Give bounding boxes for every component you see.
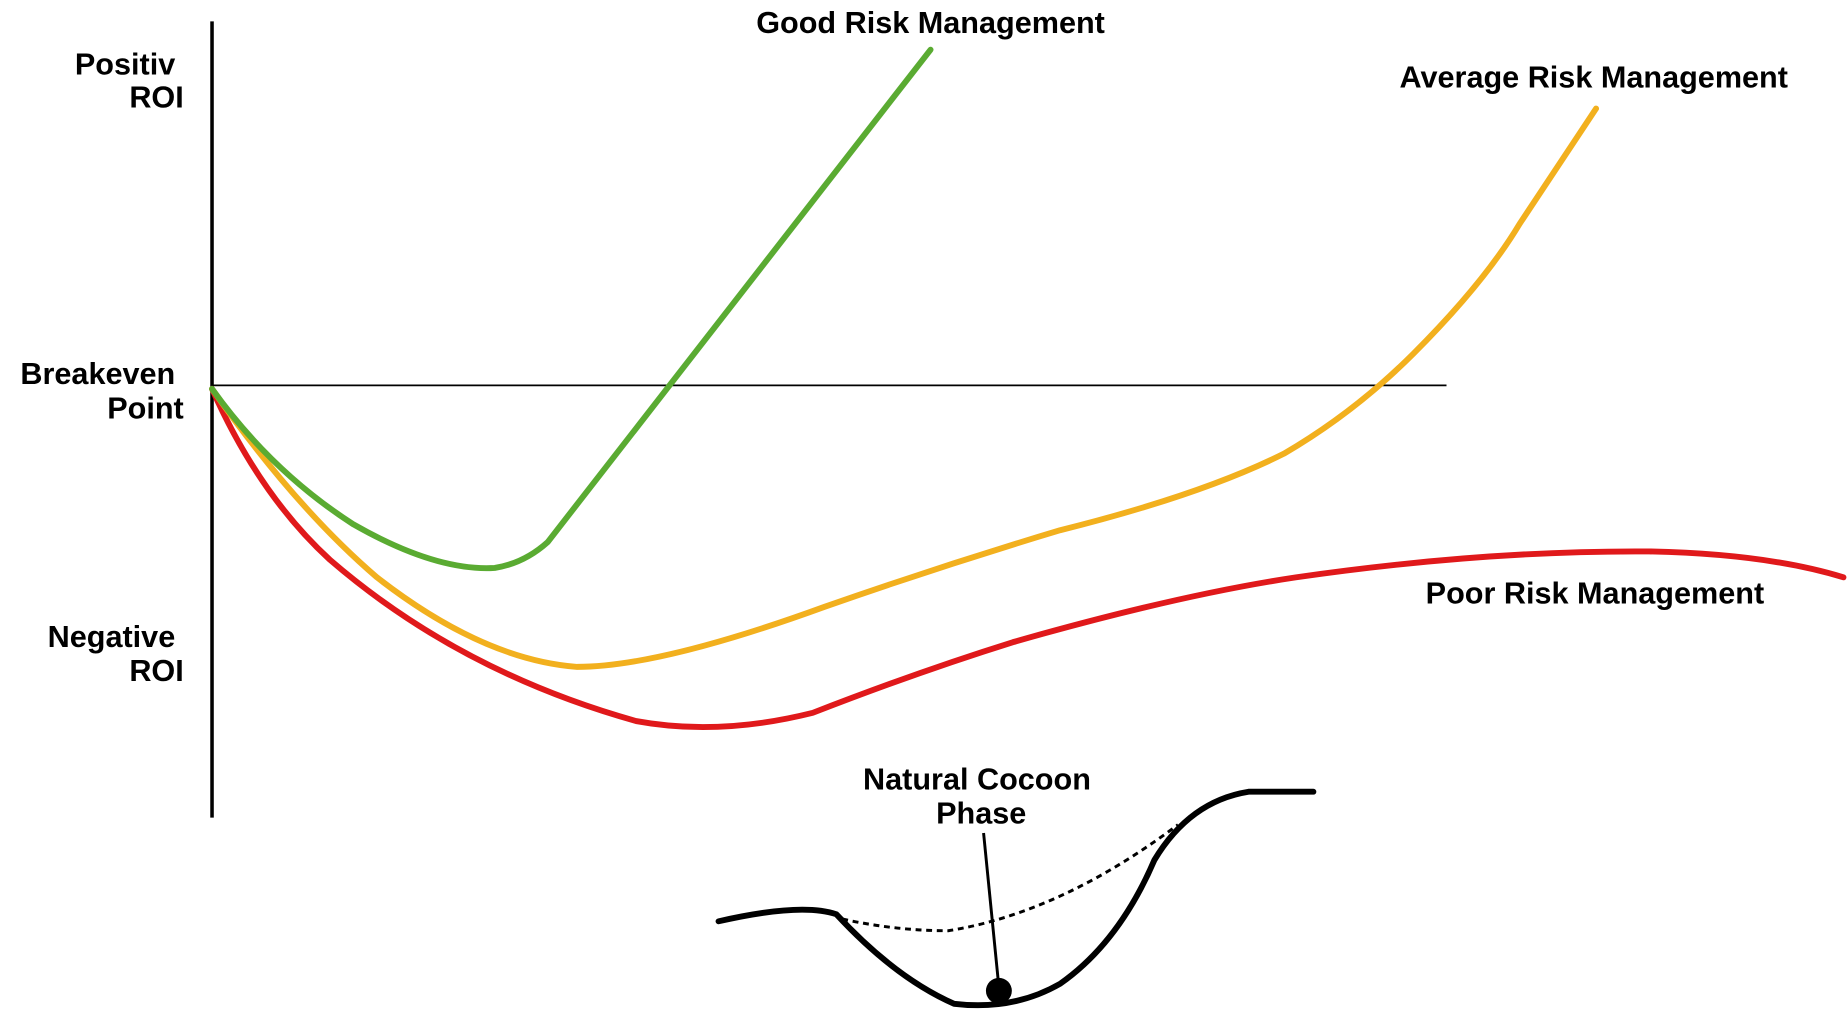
breakeven-label: Breakeven Point — [20, 357, 183, 425]
average-curve — [212, 109, 1596, 667]
average-label: Average Risk Management — [1400, 60, 1788, 94]
cocoon-label: Natural Cocoon Phase — [863, 762, 1099, 830]
positive-label: Positiv ROI — [75, 47, 184, 114]
good-label: Good Risk Management — [756, 6, 1105, 40]
poor-curve — [212, 389, 1843, 727]
poor-label: Poor Risk Management — [1426, 576, 1764, 610]
negative-label: Negative ROI — [48, 620, 184, 688]
good-curve — [212, 50, 931, 569]
diagram: Positiv ROI Breakeven Point Negative ROI… — [0, 0, 1847, 1011]
pointer-dot — [986, 978, 1012, 1004]
pointer — [984, 833, 999, 987]
